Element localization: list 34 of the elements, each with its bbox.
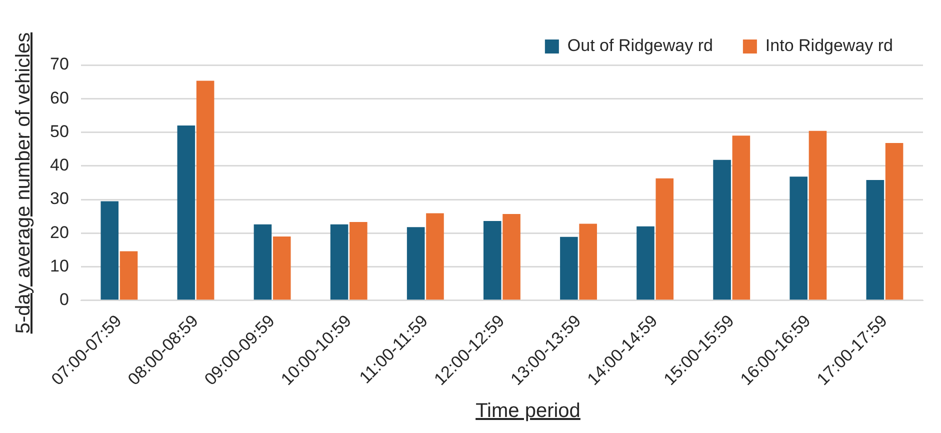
- bar: [120, 251, 138, 300]
- bar: [560, 236, 578, 300]
- bar: [272, 236, 291, 300]
- bar: [177, 126, 196, 300]
- legend-label: Out of Ridgeway rd: [567, 36, 713, 56]
- y-tick-label: 10: [50, 256, 69, 276]
- bar: [885, 143, 904, 300]
- y-tick-label: 40: [50, 156, 69, 175]
- bar: [713, 160, 731, 300]
- y-axis-title: 5-day average number of vehicles: [12, 32, 36, 334]
- bar: [808, 130, 827, 300]
- bar: [656, 178, 674, 300]
- y-tick-label: 50: [50, 122, 69, 141]
- bar: [732, 136, 750, 300]
- bar: [426, 213, 444, 300]
- y-tick-label: 70: [50, 54, 69, 74]
- bar: [350, 222, 368, 300]
- y-tick-label: 20: [50, 222, 69, 242]
- bar: [330, 224, 348, 300]
- bar: [254, 224, 272, 300]
- legend-label: Into Ridgeway rd: [765, 36, 894, 56]
- bar: [790, 176, 808, 300]
- bar: [196, 80, 214, 300]
- bar: [866, 180, 884, 300]
- bar: [100, 201, 119, 300]
- bar: [579, 224, 597, 300]
- bar: [483, 221, 502, 300]
- x-axis-title: Time period: [476, 400, 580, 423]
- bar: [502, 214, 520, 300]
- bar: [636, 226, 654, 300]
- y-tick-label: 30: [50, 189, 69, 208]
- y-tick-label: 0: [59, 290, 69, 310]
- bar: [406, 227, 425, 300]
- y-tick-label: 60: [50, 88, 69, 108]
